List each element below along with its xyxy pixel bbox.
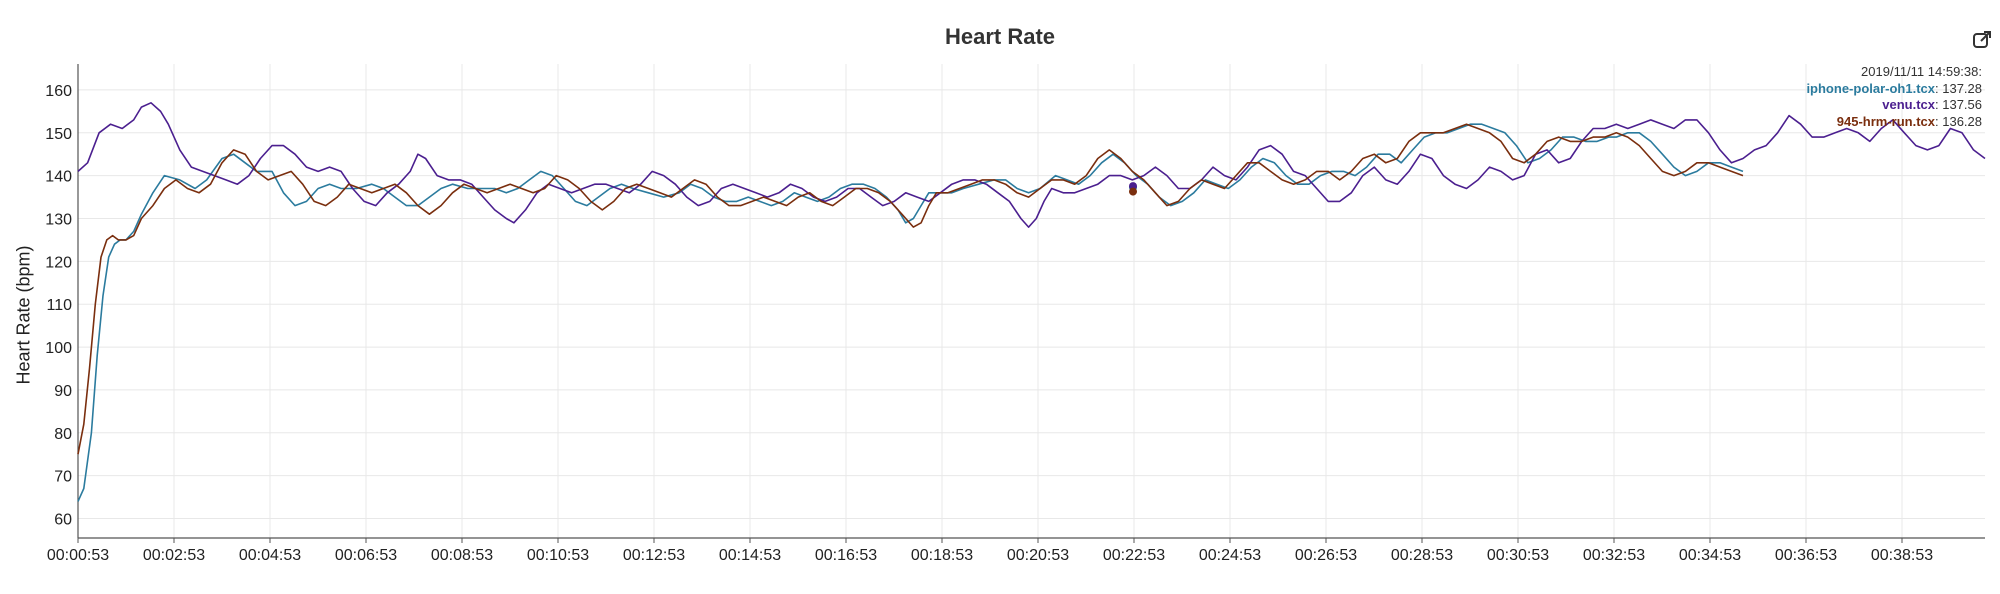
axes <box>77 64 1985 543</box>
x-tick-label: 00:28:53 <box>1391 547 1453 564</box>
x-tick-label: 00:16:53 <box>815 547 877 564</box>
x-tick-label: 00:36:53 <box>1775 547 1837 564</box>
series-line-2 <box>77 123 1744 455</box>
y-tick-label: 80 <box>54 426 72 443</box>
chart-title: Heart Rate <box>944 24 1056 49</box>
hover-marker-1 <box>1129 182 1137 191</box>
y-tick-label: 90 <box>54 383 72 400</box>
tooltip-legend: 2019/11/11 14:59:38: iphone-polar-oh1.tc… <box>1806 64 1982 130</box>
x-tick-label: 00:12:53 <box>623 547 685 564</box>
x-tick-label: 00:20:53 <box>1007 547 1069 564</box>
x-tick-label: 00:24:53 <box>1199 547 1261 564</box>
y-tick-label: 60 <box>54 512 72 529</box>
x-tick-label: 00:00:53 <box>47 547 109 564</box>
series-line-0 <box>77 123 1744 502</box>
legend-series-name: iphone-polar-oh1.tcx <box>1806 80 1935 96</box>
x-tick-label: 00:18:53 <box>911 547 973 564</box>
tooltip-timestamp: 2019/11/11 14:59:38: <box>1861 64 1982 79</box>
x-tick-label: 00:30:53 <box>1487 547 1549 564</box>
legend-series-name: 945-hrm-run.tcx <box>1836 113 1935 129</box>
x-tick-label: 00:32:53 <box>1583 547 1645 564</box>
y-tick-label: 160 <box>45 83 72 100</box>
y-tick-label: 130 <box>45 212 72 229</box>
x-tick-label: 00:34:53 <box>1679 547 1741 564</box>
y-tick-label: 120 <box>45 254 72 271</box>
legend-entry-945: 945-hrm-run.tcx: 136.28 <box>1836 113 1982 129</box>
x-tick-label: 00:38:53 <box>1871 547 1933 564</box>
y-tick-label: 70 <box>54 469 72 486</box>
export-icon[interactable] <box>1972 30 1992 50</box>
x-tick-label: 00:26:53 <box>1295 547 1357 564</box>
legend-series-name: venu.tcx <box>1882 97 1935 112</box>
y-axis-label: Heart Rate (bpm) <box>13 245 34 385</box>
y-tick-label: 140 <box>45 169 72 186</box>
x-tick-labels: 00:00:53 00:02:53 00:04:53 00:06:53 00:08:53… <box>47 547 1933 564</box>
series-lines <box>77 102 1986 502</box>
x-tick-label: 00:02:53 <box>143 547 205 564</box>
hover-markers <box>1129 182 1137 196</box>
legend-series-value: 137.28 <box>1942 80 1982 96</box>
x-tick-label: 00:04:53 <box>239 547 301 564</box>
grid <box>77 64 1985 538</box>
x-tick-label: 00:06:53 <box>335 547 397 564</box>
x-tick-label: 00:22:53 <box>1103 547 1165 564</box>
y-tick-label: 150 <box>45 126 72 143</box>
y-tick-label: 100 <box>45 340 72 357</box>
legend-series-value: 137.56 <box>1942 97 1982 112</box>
hover-marker-2 <box>1129 187 1137 196</box>
legend-entry-venu: venu.tcx: 137.56 <box>1882 97 1982 112</box>
y-tick-labels: 60 70 80 90 100 110 120 130 140 150 160 <box>45 83 72 529</box>
legend-entry-polar: iphone-polar-oh1.tcx: 137.28 <box>1806 80 1982 96</box>
series-line-1 <box>77 102 1986 228</box>
y-tick-label: 110 <box>46 297 72 314</box>
x-tick-label: 00:08:53 <box>431 547 493 564</box>
x-tick-label: 00:10:53 <box>527 547 589 564</box>
x-tick-label: 00:14:53 <box>719 547 781 564</box>
legend-series-value: 136.28 <box>1942 113 1982 129</box>
